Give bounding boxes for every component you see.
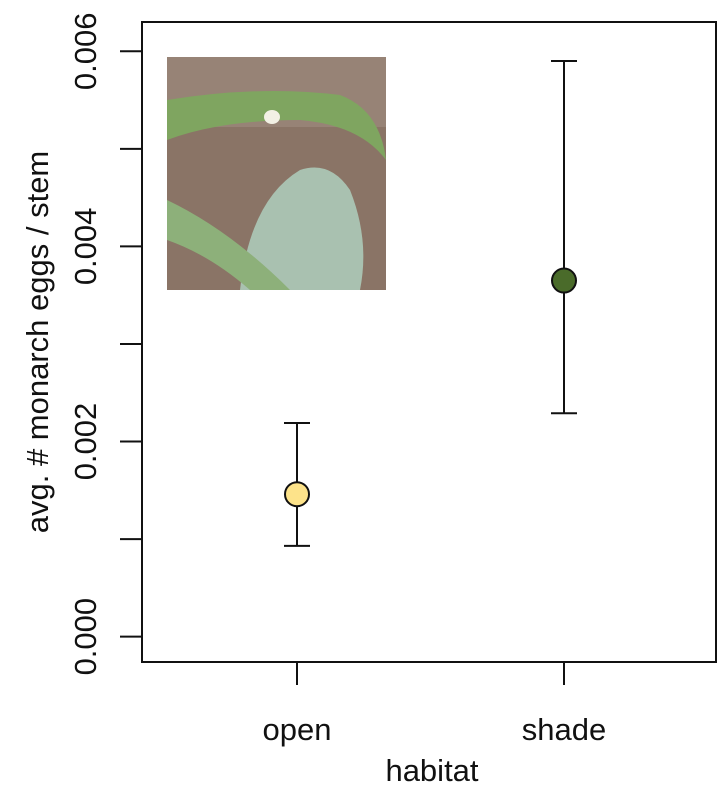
x-axis-label: habitat <box>385 753 478 788</box>
y-tick-label: 0.002 <box>68 403 103 481</box>
point <box>284 481 310 508</box>
x-tick-label: shade <box>522 712 606 747</box>
y-tick-label: 0.004 <box>68 208 103 286</box>
point <box>551 267 577 294</box>
y-axis-label: avg. # monarch eggs / stem <box>20 151 55 534</box>
y-tick-label: 0.006 <box>68 12 103 90</box>
y-tick-label: 0.000 <box>68 598 103 676</box>
x-tick-label: open <box>263 712 332 747</box>
plot-frame <box>141 21 717 663</box>
inset-photo <box>167 57 386 290</box>
